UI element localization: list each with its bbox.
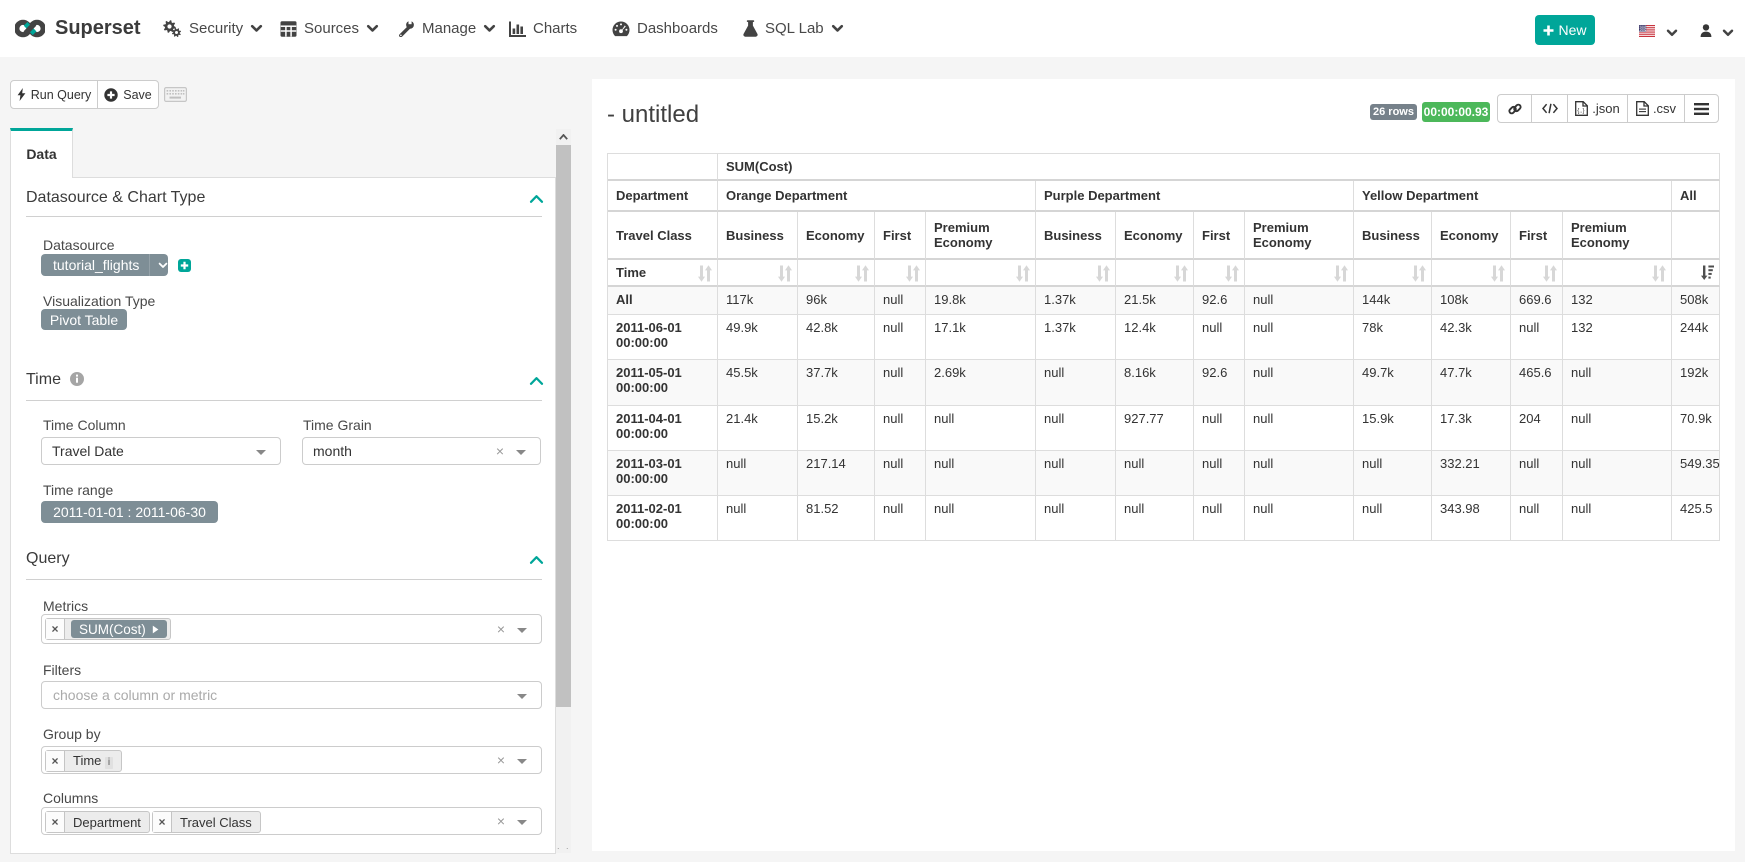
svg-text:{..}: {..} [1577, 108, 1584, 114]
